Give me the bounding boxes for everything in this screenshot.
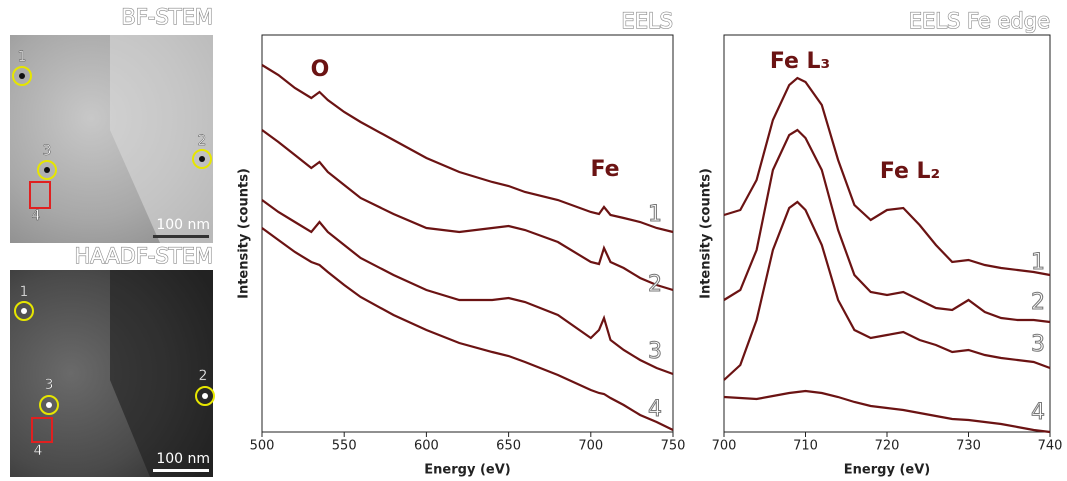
plot-frame: [261, 34, 674, 433]
haadf-region: [110, 270, 213, 477]
x-tick-label: 700: [578, 439, 603, 454]
marker-label: 3: [43, 143, 52, 159]
scale-bar-label: 100 nm: [156, 451, 210, 467]
scale-bar: [153, 235, 209, 238]
spectrum-line: [723, 389, 1051, 434]
marker-label: 4: [32, 208, 41, 224]
x-tick-label: 730: [956, 439, 981, 454]
spectrum-line: [723, 128, 1051, 324]
particle: [199, 156, 205, 162]
curve-label: 1: [1031, 250, 1045, 275]
x-tick-label: 550: [332, 439, 357, 454]
spectrum-line: [723, 200, 1051, 381]
curve-label: 4: [648, 397, 662, 422]
marker-label: 4: [34, 443, 43, 459]
marker-square: [31, 417, 53, 443]
chart-title: EELS: [621, 9, 673, 33]
spectrum-line: [261, 199, 674, 376]
marker-circle: [12, 66, 32, 86]
marker-label: 3: [45, 377, 54, 393]
particle: [21, 308, 27, 314]
chart-title: EELS Fe edge: [909, 9, 1050, 33]
micrograph-title: BF-STEM: [121, 5, 213, 29]
peak-annotation: Fe L₂: [880, 159, 940, 184]
scale-bar: [153, 469, 209, 472]
curve-label: 4: [1031, 400, 1045, 425]
marker-label: 1: [18, 49, 27, 65]
x-tick-label: 500: [250, 439, 275, 454]
marker-circle: [192, 149, 212, 169]
particle: [44, 167, 50, 173]
spectrum-line: [723, 76, 1051, 277]
particle: [202, 393, 208, 399]
x-tick-label: 700: [712, 439, 737, 454]
peak-annotation: Fe: [590, 157, 619, 182]
curve-label: 2: [648, 272, 662, 297]
peak-annotation: Fe L₃: [770, 49, 830, 74]
curve-label: 3: [1031, 332, 1045, 357]
marker-circle: [14, 301, 34, 321]
micrograph-title: HAADF-STEM: [75, 244, 213, 268]
x-tick-label: 650: [496, 439, 521, 454]
marker-label: 1: [20, 284, 29, 300]
x-tick-label: 750: [661, 439, 686, 454]
y-axis-title: Intensity (counts): [699, 168, 714, 299]
marker-label: 2: [198, 133, 207, 149]
curve-label: 1: [648, 202, 662, 227]
marker-square: [29, 181, 51, 209]
x-tick-label: 720: [875, 439, 900, 454]
x-tick-label: 710: [793, 439, 818, 454]
x-tick-label: 740: [1038, 439, 1063, 454]
curve-label: 2: [1031, 290, 1045, 315]
scale-bar-label: 100 nm: [156, 217, 210, 233]
marker-label: 2: [199, 368, 208, 384]
spectrum-line: [261, 64, 674, 234]
x-axis-title: Energy (eV): [424, 463, 510, 478]
marker-circle: [195, 386, 215, 406]
marker-circle: [37, 160, 57, 180]
x-axis-title: Energy (eV): [844, 463, 930, 478]
curve-label: 3: [648, 339, 662, 364]
spectrum-line: [261, 129, 674, 292]
peak-annotation: O: [311, 57, 330, 82]
y-axis-title: Intensity (counts): [237, 168, 252, 299]
particle: [46, 402, 52, 408]
bf-region: [110, 35, 213, 243]
spectrum-line: [261, 227, 674, 431]
particle: [19, 73, 25, 79]
x-tick-label: 600: [414, 439, 439, 454]
plot-frame: [723, 34, 1051, 433]
marker-circle: [39, 395, 59, 415]
